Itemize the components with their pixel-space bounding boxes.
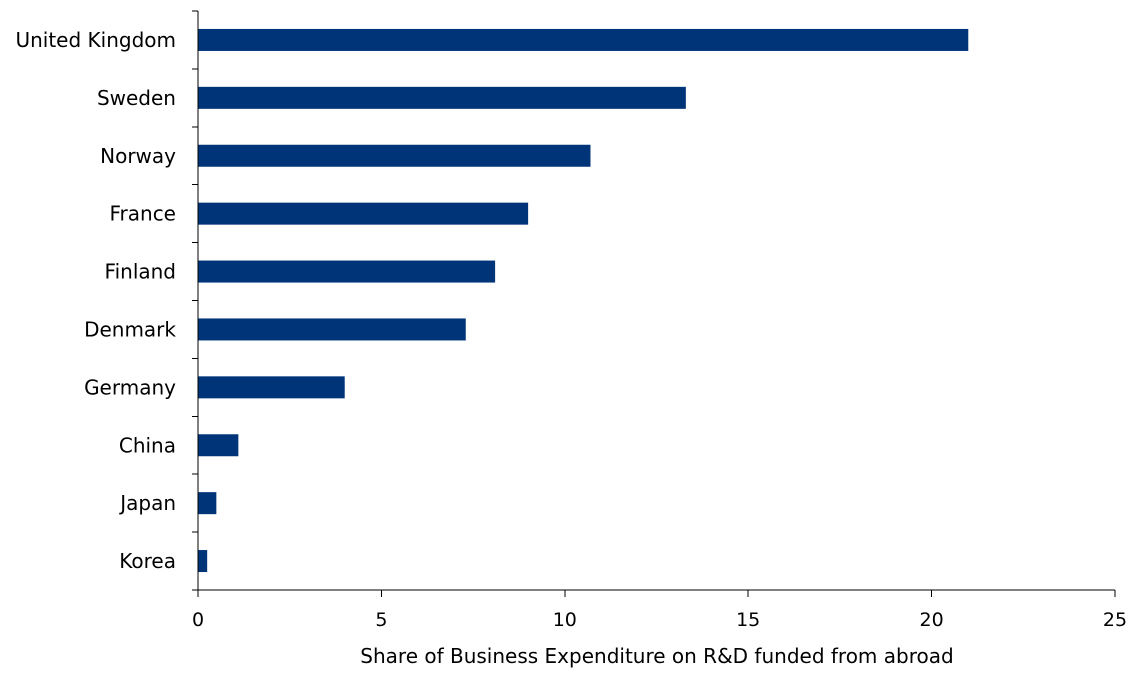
bar-china (198, 434, 239, 457)
bar-sweden (198, 86, 686, 109)
bar-japan (198, 492, 217, 515)
category-label: Korea (119, 549, 176, 573)
x-tick-label: 15 (736, 609, 760, 631)
x-tick-label: 20 (920, 609, 944, 631)
category-label: France (109, 202, 176, 226)
x-tick-label: 5 (375, 609, 387, 631)
bar-norway (198, 144, 591, 167)
category-label: Japan (118, 491, 176, 515)
category-label: China (119, 433, 176, 457)
category-label: Germany (84, 375, 176, 399)
bar-finland (198, 260, 496, 283)
category-label: Norway (100, 144, 176, 168)
bar-denmark (198, 318, 466, 341)
category-label: Finland (105, 260, 176, 284)
category-label: Denmark (84, 317, 176, 341)
category-label: Sweden (97, 86, 176, 110)
bars-layer (198, 28, 969, 573)
x-axis-title: Share of Business Expenditure on R&D fun… (360, 644, 953, 668)
bar-united-kingdom (198, 28, 969, 51)
axes-layer (192, 10, 1116, 597)
x-tick-label: 0 (192, 609, 204, 631)
labels-layer: United Kingdom Sweden Norway France Finland D… (15, 28, 1127, 631)
bar-korea (198, 550, 208, 573)
x-tick-label: 25 (1103, 609, 1127, 631)
bar-france (198, 202, 529, 225)
x-tick-label: 10 (553, 609, 577, 631)
category-label: United Kingdom (15, 28, 176, 52)
bar-germany (198, 376, 345, 399)
